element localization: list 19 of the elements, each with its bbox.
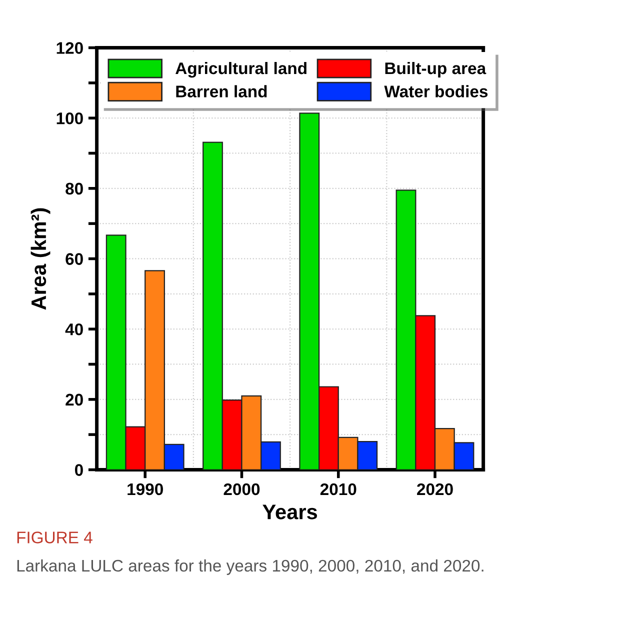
y-tick-label: 60 (66, 253, 83, 265)
x-tick-label: 2010 (320, 483, 356, 496)
legend-label: Water bodies (384, 85, 488, 98)
caption: FIGURE 4 (17, 532, 92, 544)
text: Larkana LULC areas for the years 1990, 2000, 2010, and 2020. (17, 559, 484, 575)
legend-label: Built-up area (385, 62, 486, 78)
y-tick-label: 80 (66, 182, 83, 195)
y-tick-label: 120 (56, 42, 83, 54)
legend-label: Agricultural land (176, 62, 306, 78)
y-tick-label: 100 (56, 112, 83, 124)
y-axis-title: Area (km²) (30, 208, 50, 310)
legend-label: Barren land (176, 85, 267, 98)
y-tick-label: 0 (74, 464, 83, 476)
x-tick-label: 2000 (224, 483, 260, 496)
y-tick-label: 40 (65, 323, 83, 336)
x-axis-title: Years (262, 504, 318, 520)
x-tick-label: 2020 (417, 483, 453, 496)
y-tick-label: 20 (66, 394, 83, 406)
x-tick-label: 1990 (128, 483, 163, 496)
